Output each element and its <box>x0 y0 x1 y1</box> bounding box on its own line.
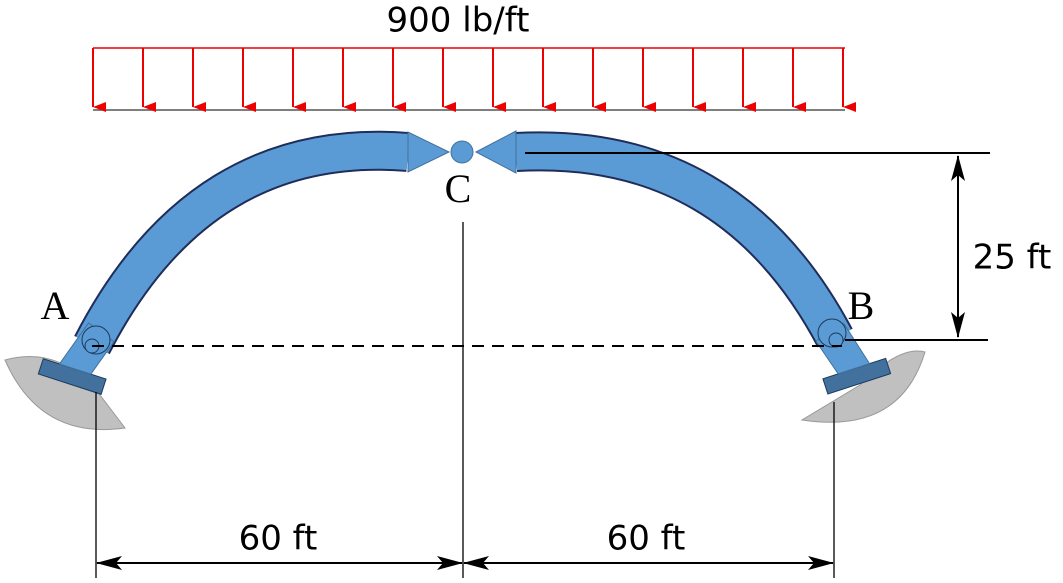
left-arch <box>75 132 410 354</box>
right-span-label: 60 ft <box>607 519 686 559</box>
left-hinge-wedge <box>407 131 451 173</box>
distributed-load <box>92 47 856 112</box>
point-c-label: C <box>445 166 472 211</box>
right-arch <box>515 133 851 347</box>
pin-b-inner <box>828 332 844 348</box>
load-label: 900 lb/ft <box>387 1 530 41</box>
point-b-label: B <box>848 283 875 328</box>
right-hinge-wedge <box>474 130 517 174</box>
point-a-label: A <box>41 283 70 328</box>
right-ground <box>800 350 926 423</box>
left-ground <box>4 356 126 431</box>
rise-label: 25 ft <box>973 238 1052 278</box>
hinge-c <box>450 140 474 164</box>
left-span-label: 60 ft <box>239 519 318 559</box>
